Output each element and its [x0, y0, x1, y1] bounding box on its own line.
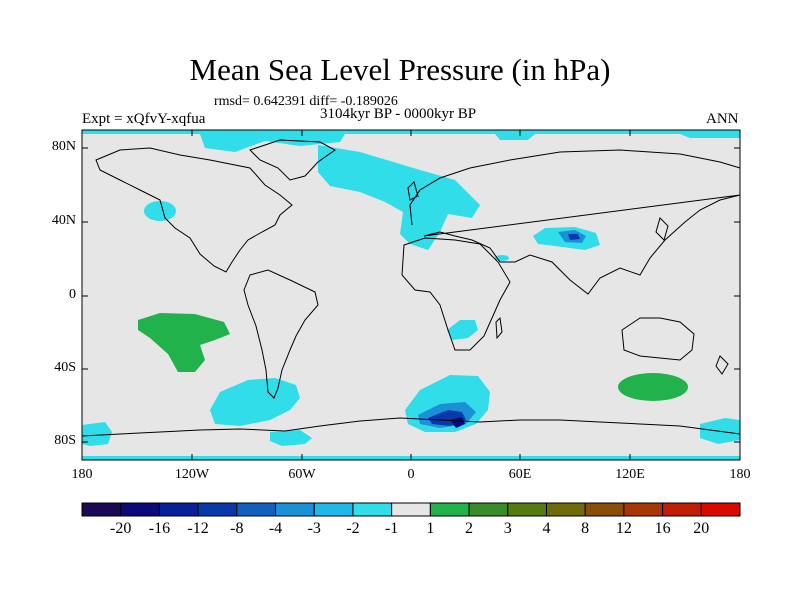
stats-line: rmsd= 0.642391 diff= -0.189026 — [214, 94, 398, 109]
coast-new-zealand — [715, 355, 729, 375]
experiment-label: Expt = xQfvY-xqfua — [82, 111, 206, 127]
colorbar-tick-label: -16 — [148, 520, 171, 537]
coastlines — [81, 139, 741, 437]
colorbar-tick-label: -4 — [268, 520, 283, 537]
colorbar-box — [429, 502, 470, 517]
x-tick-label: 120W — [174, 467, 210, 482]
colorbar-tick-label: 1 — [426, 520, 435, 537]
positive-anomaly-regions — [138, 313, 688, 401]
coast-greenland — [249, 139, 336, 181]
coast-eurasia — [409, 149, 741, 295]
anomaly-southern-ocean-drake — [270, 430, 312, 446]
colorbar-box — [700, 502, 741, 517]
anomaly-arctic-patch — [495, 134, 535, 140]
coast-antarctica — [81, 417, 741, 437]
colorbar-box — [391, 502, 431, 517]
coast-japan — [655, 217, 669, 241]
anomaly-south-pacific-west — [138, 313, 230, 372]
x-tick-label: 180 — [71, 467, 93, 482]
y-tick-label: 40S — [54, 360, 76, 375]
axis-ticks — [81, 130, 741, 460]
y-tick-label: 40N — [51, 213, 76, 228]
anomaly-north-pacific — [144, 201, 176, 221]
colorbar-box — [507, 502, 547, 517]
map-title: Mean Sea Level Pressure (in hPa) — [189, 52, 611, 87]
colorbar-box — [352, 502, 393, 517]
colorbar-box — [584, 502, 625, 517]
anomaly-southern-ocean-west — [82, 422, 112, 446]
anomaly-greenland — [200, 134, 345, 152]
anomaly-tibet-deep — [568, 234, 580, 240]
coast-uk — [407, 181, 419, 201]
coast-north-america — [95, 147, 293, 273]
colorbar-tick-label: -1 — [384, 520, 399, 537]
season-label: ANN — [706, 111, 739, 127]
colorbar-box — [662, 502, 702, 517]
coast-africa — [401, 237, 511, 351]
colorbar-tick-label: 12 — [615, 520, 632, 537]
anomaly-south-africa — [447, 320, 478, 340]
colorbar-tick-label: -3 — [307, 520, 321, 537]
colorbar — [81, 502, 741, 517]
x-tick-label: 60W — [288, 467, 316, 482]
x-tick-label: 60E — [508, 467, 532, 482]
colorbar-box — [81, 502, 122, 517]
colorbar-tick-label: 20 — [693, 520, 710, 537]
colorbar-tick-label: 3 — [503, 520, 512, 537]
anomaly-arctic-patch-2 — [680, 134, 740, 138]
anomaly-south-indian — [618, 373, 688, 401]
anomaly-north-atlantic — [318, 145, 480, 250]
colorbar-tick-label: 8 — [581, 520, 590, 537]
x-tick-label: 180 — [729, 467, 751, 482]
y-tick-label: 80S — [54, 433, 76, 448]
colorbar-box — [236, 502, 277, 517]
coast-madagascar — [495, 316, 503, 340]
colorbar-box — [468, 502, 509, 517]
colorbar-tick-label: -12 — [187, 520, 209, 537]
colorbar-tick-label: -20 — [110, 520, 132, 537]
period-label: 3104kyr BP - 0000kyr BP — [320, 106, 477, 122]
coast-south-america — [243, 269, 319, 399]
colorbar-box — [120, 502, 160, 517]
colorbar-tick-label: 2 — [465, 520, 474, 537]
colorbar-box — [275, 502, 315, 517]
y-tick-label: 0 — [69, 287, 76, 302]
coast-australia — [621, 317, 695, 361]
colorbar-box — [623, 502, 664, 517]
colorbar-tick-label: -8 — [230, 520, 244, 537]
y-tick-label: 80N — [51, 139, 76, 154]
colorbar-tick-label: 16 — [654, 520, 671, 537]
x-tick-label: 0 — [407, 467, 415, 482]
colorbar-box — [545, 502, 586, 517]
x-tick-label: 120E — [615, 467, 645, 482]
colorbar-tick-label: -2 — [346, 520, 360, 537]
colorbar-box — [158, 502, 199, 517]
anomaly-south-atlantic-deep — [450, 417, 465, 428]
colorbar-box — [313, 502, 354, 517]
colorbar-box — [197, 502, 238, 517]
colorbar-tick-label: 4 — [542, 520, 551, 537]
